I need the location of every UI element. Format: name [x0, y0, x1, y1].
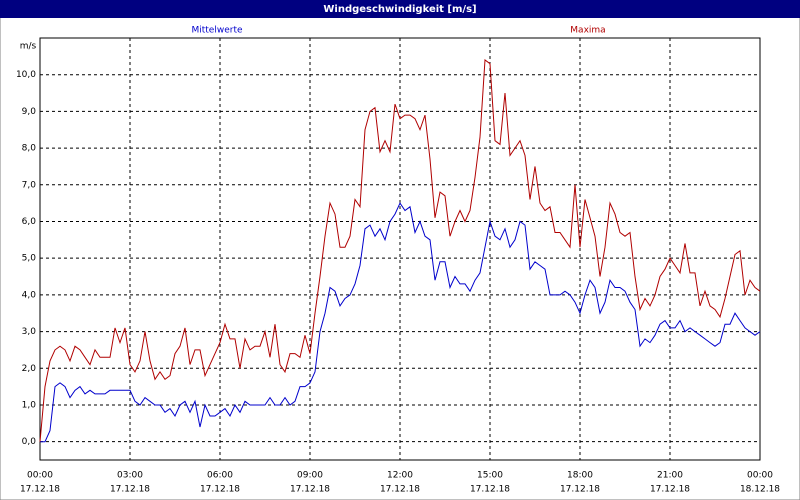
x-tick-date: 18.12.18 [740, 485, 780, 495]
plot-border [39, 37, 761, 461]
title-bar [0, 0, 800, 18]
x-tick-date: 17.12.18 [380, 485, 420, 495]
y-tick-label: 7,0 [22, 180, 37, 190]
y-tick-label: 4,0 [22, 290, 37, 300]
x-tick-label: 00:00 [747, 471, 773, 481]
y-tick-label: 1,0 [22, 400, 37, 410]
y-tick-label: 8,0 [22, 144, 37, 154]
y-tick-label: 2,0 [22, 364, 37, 374]
x-tick-label: 21:00 [657, 471, 683, 481]
x-tick-label: 12:00 [387, 471, 413, 481]
legend-label: Mittelwerte [191, 26, 242, 36]
x-tick-date: 17.12.18 [470, 485, 510, 495]
x-tick-date: 17.12.18 [650, 485, 690, 495]
y-tick-label: 6,0 [22, 217, 37, 227]
x-tick-date: 17.12.18 [110, 485, 150, 495]
x-tick-label: 15:00 [477, 471, 503, 481]
y-axis-label: m/s [20, 42, 37, 52]
x-tick-date: 17.12.18 [560, 485, 600, 495]
chart-title: Windgeschwindigkeit [m/s] [323, 4, 476, 15]
y-tick-label: 9,0 [22, 107, 37, 117]
x-tick-label: 06:00 [207, 471, 233, 481]
x-tick-date: 17.12.18 [200, 485, 240, 495]
y-tick-label: 0,0 [22, 437, 37, 447]
y-tick-label: 10,0 [16, 70, 36, 80]
y-tick-label: 3,0 [22, 327, 37, 337]
x-tick-date: 17.12.18 [20, 485, 60, 495]
x-tick-label: 09:00 [297, 471, 323, 481]
data-line [40, 202, 761, 443]
x-tick-label: 03:00 [117, 471, 143, 481]
x-tick-date: 17.12.18 [290, 485, 330, 495]
x-tick-label: 18:00 [567, 471, 593, 481]
legend-label: Maxima [570, 26, 605, 36]
x-tick-label: 00:00 [27, 471, 53, 481]
y-tick-label: 5,0 [22, 254, 37, 264]
data-line [39, 59, 761, 442]
